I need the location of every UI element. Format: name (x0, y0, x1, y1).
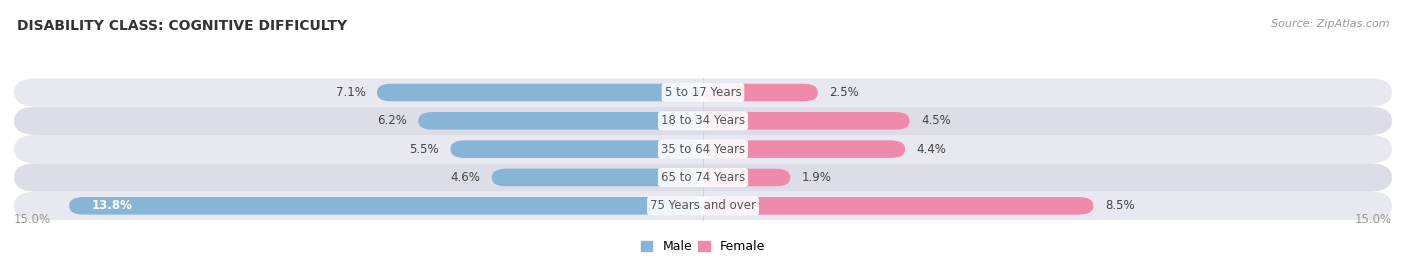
Legend: Male, Female: Male, Female (641, 240, 765, 253)
FancyBboxPatch shape (14, 107, 1392, 135)
FancyBboxPatch shape (14, 192, 1392, 220)
FancyBboxPatch shape (703, 84, 818, 101)
Text: 1.9%: 1.9% (801, 171, 831, 184)
Text: DISABILITY CLASS: COGNITIVE DIFFICULTY: DISABILITY CLASS: COGNITIVE DIFFICULTY (17, 19, 347, 33)
FancyBboxPatch shape (492, 169, 703, 186)
FancyBboxPatch shape (14, 135, 1392, 163)
Text: 6.2%: 6.2% (377, 114, 406, 127)
FancyBboxPatch shape (450, 140, 703, 158)
Text: 15.0%: 15.0% (14, 213, 51, 226)
Text: 4.5%: 4.5% (921, 114, 950, 127)
Text: 4.6%: 4.6% (450, 171, 481, 184)
Text: 65 to 74 Years: 65 to 74 Years (661, 171, 745, 184)
FancyBboxPatch shape (418, 112, 703, 130)
Text: 8.5%: 8.5% (1105, 199, 1135, 212)
Text: Source: ZipAtlas.com: Source: ZipAtlas.com (1271, 19, 1389, 29)
Text: 7.1%: 7.1% (336, 86, 366, 99)
FancyBboxPatch shape (69, 197, 703, 215)
FancyBboxPatch shape (703, 169, 790, 186)
FancyBboxPatch shape (703, 140, 905, 158)
FancyBboxPatch shape (703, 197, 1094, 215)
Text: 15.0%: 15.0% (1355, 213, 1392, 226)
Text: 75 Years and over: 75 Years and over (650, 199, 756, 212)
Text: 13.8%: 13.8% (93, 199, 134, 212)
Text: 4.4%: 4.4% (917, 143, 946, 156)
Text: 18 to 34 Years: 18 to 34 Years (661, 114, 745, 127)
Text: 5 to 17 Years: 5 to 17 Years (665, 86, 741, 99)
FancyBboxPatch shape (14, 163, 1392, 192)
FancyBboxPatch shape (377, 84, 703, 101)
FancyBboxPatch shape (703, 112, 910, 130)
Text: 2.5%: 2.5% (830, 86, 859, 99)
FancyBboxPatch shape (14, 78, 1392, 107)
Text: 35 to 64 Years: 35 to 64 Years (661, 143, 745, 156)
Text: 5.5%: 5.5% (409, 143, 439, 156)
